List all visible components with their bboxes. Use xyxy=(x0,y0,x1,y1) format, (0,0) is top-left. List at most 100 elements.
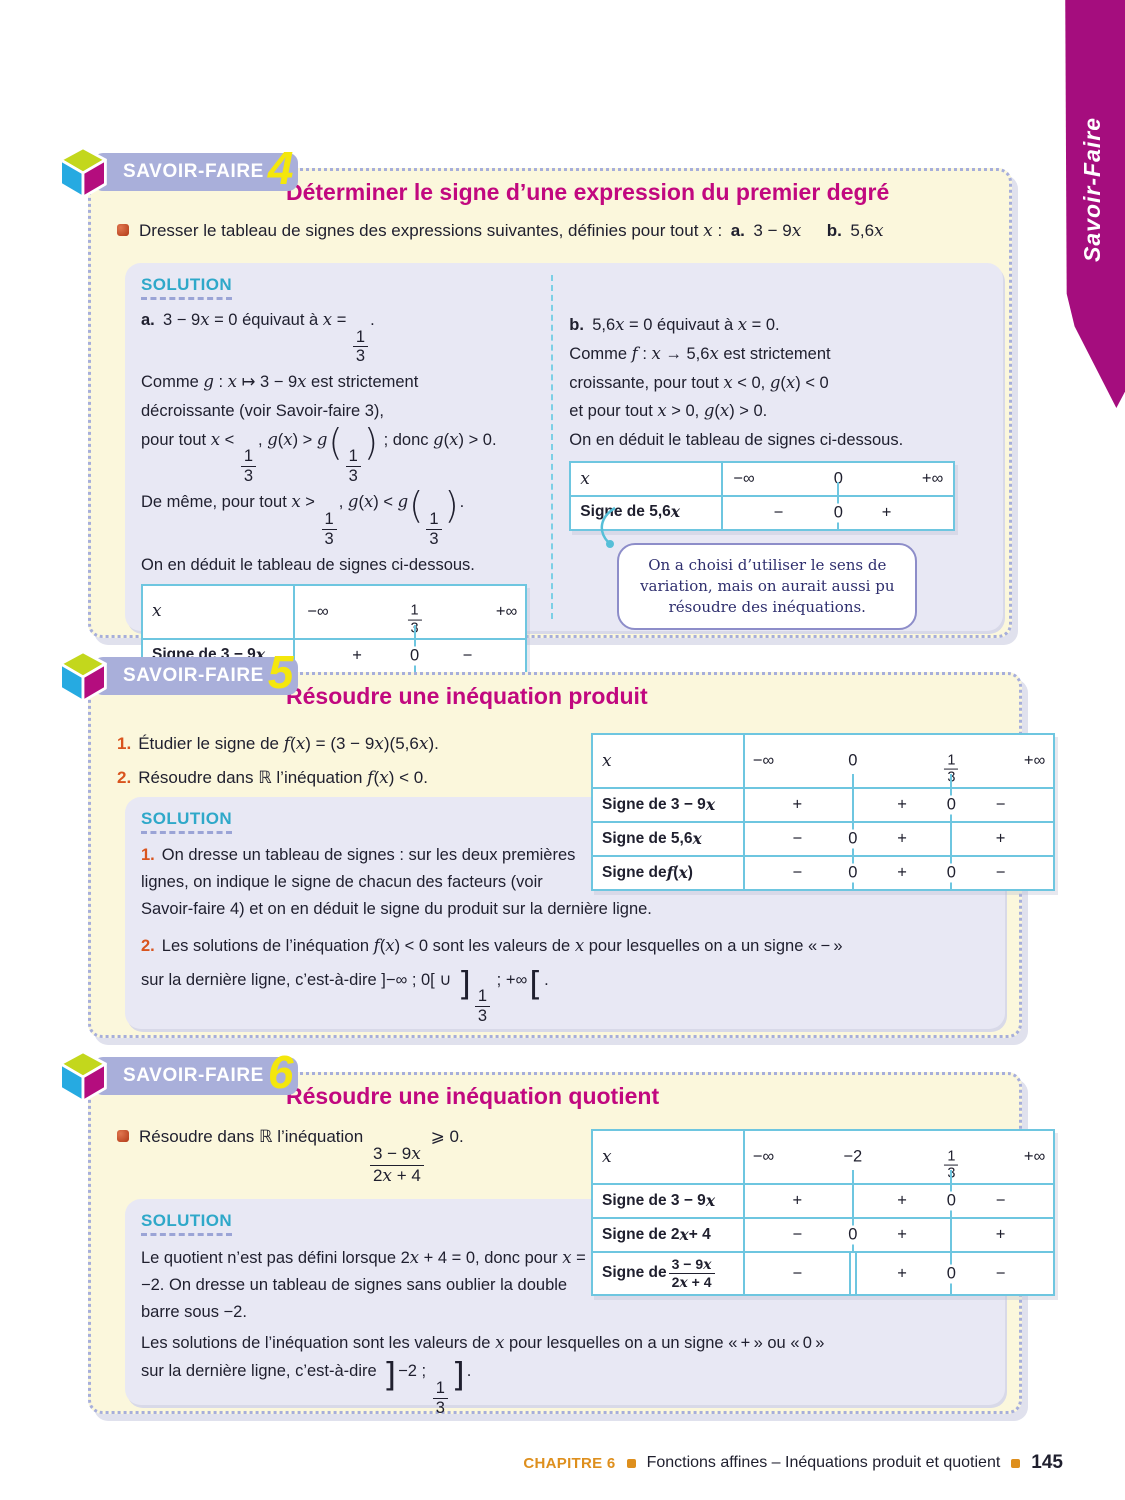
text-line: b. 5,6x = 0 équivaut à x = 0. xyxy=(569,315,780,334)
boundary-tick xyxy=(851,1185,854,1217)
page-number: 145 xyxy=(1031,1452,1063,1473)
sign-cell: −∞ xyxy=(752,1147,775,1166)
solution-step: 1. On dresse un tableau de signes : sur l… xyxy=(141,842,989,924)
sign-cell: +∞ xyxy=(1023,751,1046,770)
boundary-tick xyxy=(950,823,953,855)
annotation-bubble-wrap: On a choisi d’utiliser le sens de variat… xyxy=(600,506,918,630)
page-footer: CHAPITRE 6 Fonctions affines – Inéquatio… xyxy=(523,1452,1063,1474)
sign-cell: − xyxy=(792,863,803,882)
solution-step: 2. Les solutions de l’inéquation f(x) < 0… xyxy=(141,933,989,1027)
table-row: Signe de 3 − 9 x + +0 − xyxy=(593,1183,1053,1217)
text-line: Comme f : x → 5,6x est strictement xyxy=(569,343,831,363)
corner-tab-label: Savoir-Faire xyxy=(1078,116,1105,262)
sign-cell: − xyxy=(462,646,473,665)
row-label: Signe de 3 − 9x 2x + 4 xyxy=(593,1253,745,1295)
solution-column-b: b. 5,6x = 0 équivaut à x = 0. Comme f : x… xyxy=(551,275,987,630)
boundary-tick xyxy=(848,1253,857,1295)
sign-cell: +∞ xyxy=(1023,1147,1046,1166)
chapter-title: Fonctions affines – Inéquations produit … xyxy=(646,1454,1001,1471)
footer-square-icon xyxy=(1011,1458,1021,1468)
sign-cell: + xyxy=(897,863,907,882)
exercise-step: 1. Étudier le signe de f(x) = (3 − 9x)(5,… xyxy=(117,727,603,761)
text-line: On en déduit le tableau de signes ci-des… xyxy=(569,431,904,449)
row-values: − 0 + + xyxy=(745,823,1053,855)
row-values: −∞−213+∞ xyxy=(745,1131,1053,1183)
boundary-tick xyxy=(851,1170,854,1183)
cube-logo-icon xyxy=(55,144,111,200)
sign-cell: 0 xyxy=(845,1225,861,1245)
row-values: − 0 + xyxy=(723,496,953,529)
section-title: Résoudre une inéquation produit xyxy=(286,683,648,709)
row-values: −∞013+∞ xyxy=(745,735,1053,787)
sign-cell: − xyxy=(773,503,784,522)
statement-text: Résoudre dans ℝ l’inéquation 3 − 9x 2x + … xyxy=(139,1127,464,1186)
row-values: − 0 +0 − xyxy=(745,857,1053,889)
boundary-tick xyxy=(950,774,953,787)
sign-cell: 0 xyxy=(943,795,959,815)
savoir-faire-badge: SAVOIR-FAIRE 5 xyxy=(55,648,298,704)
sign-cell: +∞ xyxy=(495,602,518,621)
solution-heading: SOLUTION xyxy=(141,275,233,300)
table-row: x−∞−213+∞ xyxy=(593,1131,1053,1183)
sign-cell: 0 xyxy=(830,503,846,523)
row-label: x xyxy=(593,1131,745,1183)
section-title: Déterminer le signe d’une expression du … xyxy=(286,179,890,205)
boundary-tick xyxy=(851,789,854,821)
text-line: On en déduit le tableau de signes ci-des… xyxy=(141,555,475,574)
solution-text: On dresse un tableau de signes : sur les… xyxy=(141,846,652,919)
text-line: sur la dernière ligne, c’est-à-dire ]−∞ … xyxy=(141,963,549,1026)
boundary-tick xyxy=(851,774,854,787)
text-line: et pour tout x > 0, g(x) > 0. xyxy=(569,401,768,421)
bullet-icon xyxy=(117,1130,129,1142)
table-row: Signe de f(x) − 0 +0 − xyxy=(593,855,1053,889)
sign-cell: −∞ xyxy=(752,751,775,770)
savoir-faire-badge: SAVOIR-FAIRE 6 xyxy=(55,1046,298,1104)
table-row: x −∞ 0 +∞ xyxy=(571,462,953,495)
fraction: 3 − 9x 2x + 4 xyxy=(668,1256,715,1291)
sign-cell: + xyxy=(995,829,1006,848)
row-values: −∞13+∞ xyxy=(295,586,525,638)
table-row: Signe de 3 − 9x 2x + 4 − +0 − xyxy=(593,1251,1053,1295)
badge-label: SAVOIR-FAIRE xyxy=(93,657,298,695)
row-label: Signe de 5,6 x xyxy=(571,496,724,529)
sign-cell: + xyxy=(792,1191,803,1210)
badge-label: SAVOIR-FAIRE xyxy=(93,1057,298,1095)
section-title: Résoudre une inéquation quotient xyxy=(286,1083,660,1109)
badge-number: 6 xyxy=(267,1046,294,1098)
sign-cell: + xyxy=(897,1191,907,1210)
sign-cell: − xyxy=(995,795,1006,814)
sign-cell: + xyxy=(995,1225,1006,1244)
cube-logo-icon xyxy=(55,648,111,704)
row-values: − +0 − xyxy=(745,1253,1053,1295)
text-line: décroissante (voir Savoir-faire 3), xyxy=(141,402,385,421)
sign-cell: + xyxy=(897,1225,907,1244)
sign-cell: + xyxy=(792,795,803,814)
sign-cell: + xyxy=(352,646,362,665)
bullet-icon xyxy=(117,224,129,236)
savoir-faire-badge: SAVOIR-FAIRE 4 xyxy=(55,144,298,200)
step-text: Étudier le signe de f(x) = (3 − 9x)(5,6x… xyxy=(138,734,439,754)
sign-cell: − xyxy=(995,1264,1006,1283)
sign-cell: + xyxy=(897,829,907,848)
solution-heading: SOLUTION xyxy=(141,1211,233,1236)
annotation-bubble: On a choisi d’utiliser le sens de variat… xyxy=(617,542,918,630)
sign-cell: 0 xyxy=(845,863,861,883)
footer-square-icon xyxy=(626,1458,636,1468)
row-label: Signe de f(x) xyxy=(593,857,745,889)
cube-logo-icon xyxy=(55,1048,111,1104)
text-line: Comme g : x ↦ 3 − 9x est strictement xyxy=(141,372,419,392)
chapter-label: CHAPITRE 6 xyxy=(523,1454,616,1472)
row-values: − 0 + + xyxy=(745,1219,1053,1251)
